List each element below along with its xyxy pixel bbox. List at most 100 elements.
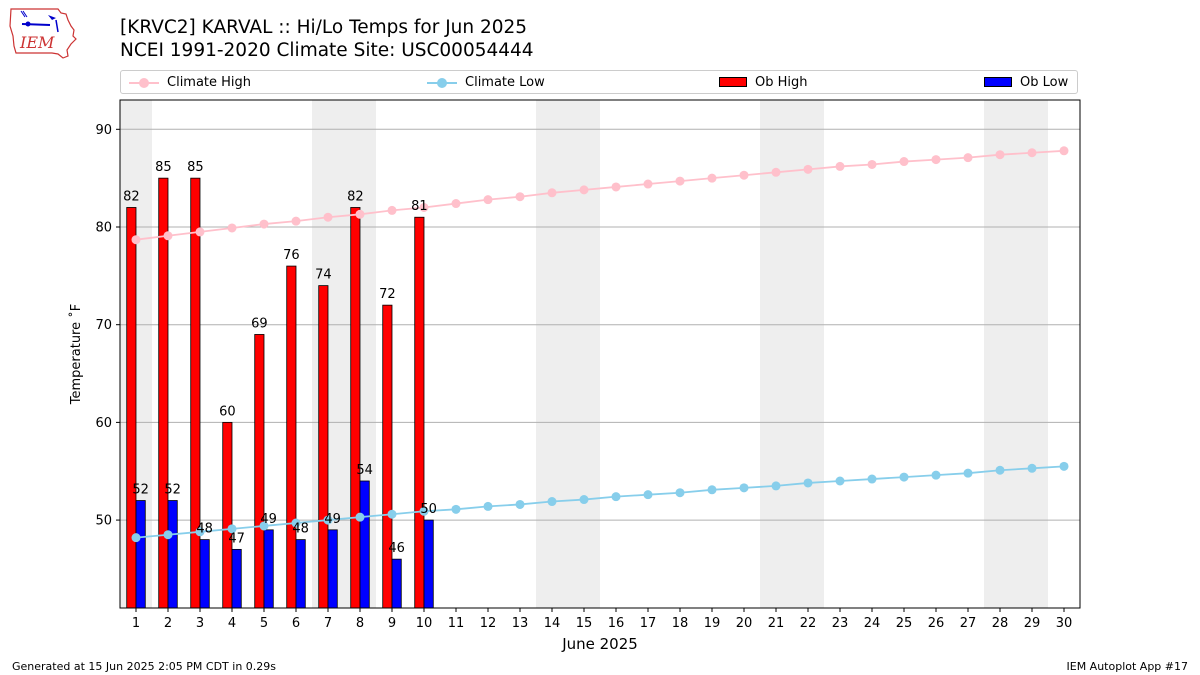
x-tick-label: 10: [416, 616, 433, 631]
x-tick-label: 12: [480, 616, 497, 631]
legend-label-climate-high: Climate High: [167, 75, 252, 90]
climate-high-point: [995, 150, 1005, 160]
climate-high-line: [135, 149, 1065, 241]
bar-ob-high: [158, 177, 169, 609]
climate-low-point: [227, 524, 237, 534]
data-label-ob-high: 76: [283, 248, 300, 263]
data-label-ob-high: 72: [379, 287, 396, 302]
x-axis-label: June 2025: [561, 635, 638, 653]
x-tick-label: 30: [1056, 616, 1073, 631]
x-tick-label: 22: [800, 616, 817, 631]
legend-label-ob-low: Ob Low: [1020, 75, 1069, 90]
x-tick-label: 1: [132, 616, 140, 631]
bar-ob-low: [359, 480, 370, 609]
x-tick-label: 16: [608, 616, 625, 631]
bar-ob-low: [327, 529, 338, 609]
climate-low-point: [867, 474, 877, 484]
data-label-ob-high: 85: [187, 160, 204, 175]
climate-low-point: [387, 509, 397, 519]
climate-low-point: [355, 512, 365, 522]
x-tick-label: 17: [640, 616, 657, 631]
climate-low-point: [547, 497, 557, 507]
climate-high-point: [803, 164, 813, 174]
climate-low-point: [259, 521, 269, 531]
x-tick-label: 27: [960, 616, 977, 631]
legend-item-climate-high: Climate High: [129, 74, 251, 92]
legend-patch-ob-low: [984, 77, 1012, 87]
climate-high-point: [899, 157, 909, 167]
climate-low-point: [579, 495, 589, 505]
climate-high-point: [579, 185, 589, 195]
bar-ob-high: [222, 421, 233, 609]
bar-ob-low: [295, 539, 306, 609]
x-tick-label: 20: [736, 616, 753, 631]
bar-series: [126, 177, 434, 609]
plot-frame: [119, 99, 1081, 609]
chart-title: [KRVC2] KARVAL :: Hi/Lo Temps for Jun 20…: [120, 17, 528, 38]
climate-low-point: [931, 470, 941, 480]
data-label-ob-high: 82: [347, 189, 364, 204]
climate-lines: [131, 146, 1069, 543]
y-tick-label: 90: [95, 123, 112, 138]
x-tick-label: 6: [292, 616, 300, 631]
climate-high-point: [835, 161, 845, 171]
climate-low-point: [675, 488, 685, 498]
bar-ob-low: [167, 500, 178, 609]
climate-low-point: [163, 530, 173, 540]
x-tick-label: 2: [164, 616, 172, 631]
y-tick-label: 50: [95, 514, 112, 529]
legend-item-ob-high: Ob High: [719, 74, 808, 92]
climate-high-point: [611, 182, 621, 192]
climate-high-point: [323, 212, 333, 222]
x-tick-label: 5: [260, 616, 268, 631]
iem-logo: IEM: [9, 8, 77, 59]
climate-low-point: [483, 501, 493, 511]
bar-ob-high: [286, 265, 297, 609]
climate-low-line: [135, 465, 1065, 539]
climate-high-point: [131, 235, 141, 245]
climate-high-point: [931, 155, 941, 165]
x-tick-label: 3: [196, 616, 204, 631]
legend-symbol-climate-high: [129, 74, 159, 92]
bar-ob-low: [199, 539, 210, 609]
climate-low-point: [419, 506, 429, 516]
data-label-ob-high: 69: [251, 316, 268, 331]
y-axis-ticks: 50 60 70 80 90: [95, 123, 120, 529]
climate-high-point: [515, 192, 525, 202]
climate-low-point: [803, 478, 813, 488]
data-label-ob-low: 48: [196, 522, 213, 537]
climate-high-point: [547, 188, 557, 198]
data-label-ob-low: 54: [356, 463, 373, 478]
climate-high-point: [867, 159, 877, 169]
legend-label-climate-low: Climate Low: [465, 75, 545, 90]
data-label-ob-low: 47: [228, 531, 245, 546]
x-tick-label: 15: [576, 616, 593, 631]
y-axis-label: Temperature ˚F: [68, 304, 84, 405]
bar-ob-high: [350, 207, 361, 609]
climate-low-point: [643, 490, 653, 500]
climate-high-point: [771, 167, 781, 177]
climate-low-point: [1059, 461, 1069, 471]
climate-low-point: [323, 515, 333, 525]
x-tick-label: 13: [512, 616, 529, 631]
climate-high-point: [419, 202, 429, 212]
climate-high-point: [963, 153, 973, 163]
climate-high-point: [259, 219, 269, 229]
data-label-ob-low: 48: [292, 522, 309, 537]
footer-generated-info: Generated at 15 Jun 2025 2:05 PM CDT in …: [12, 660, 277, 673]
climate-low-point: [611, 492, 621, 502]
climate-low-point: [995, 465, 1005, 475]
climate-low-point: [291, 518, 301, 528]
chart-legend: Climate High Climate Low Ob High Ob Low: [120, 70, 1078, 94]
legend-label-ob-high: Ob High: [755, 75, 808, 90]
climate-low-point: [451, 504, 461, 514]
x-tick-label: 7: [324, 616, 332, 631]
x-tick-label: 25: [896, 616, 913, 631]
bar-value-labels: 82 85 85 60 69 76 74 82 72 81 52 52 48 47 49 48 49 54 46 50: [123, 160, 437, 556]
bar-ob-low: [263, 529, 274, 609]
bar-ob-high: [382, 304, 393, 609]
x-tick-label: 21: [768, 616, 785, 631]
bar-ob-high: [318, 285, 329, 609]
climate-high-point: [195, 227, 205, 237]
weekend-band: [568, 100, 600, 608]
